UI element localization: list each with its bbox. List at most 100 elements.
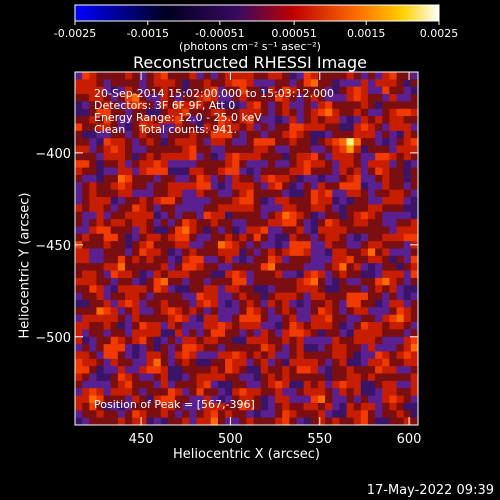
heatmap-cell [303,344,312,352]
heatmap-cell [96,248,105,257]
heatmap-cell [96,299,105,308]
heatmap-cell [175,79,183,88]
heatmap-cell [117,108,126,117]
heatmap-cell [132,211,140,220]
heatmap-cell [89,197,97,205]
heatmap-cell [225,86,233,95]
heatmap-cell [332,417,340,426]
heatmap-cell [260,263,269,272]
heatmap-cell [346,86,355,95]
heatmap-cell [267,299,276,308]
heatmap-cell [310,219,319,227]
heatmap-cell [189,79,197,88]
heatmap-cell [125,336,133,345]
heatmap-cell [246,219,255,227]
heatmap-cell [260,138,269,147]
heatmap-cell [210,292,219,301]
heatmap-cell [167,226,176,235]
heatmap-cell [96,277,105,286]
heatmap-cell [310,417,319,426]
heatmap-cell [303,402,312,411]
heatmap-cell [303,123,312,132]
heatmap-cell [289,292,298,301]
heatmap-cell [117,72,126,80]
heatmap-cell [146,116,155,124]
heatmap-cell [210,72,219,80]
heatmap-cell [203,108,212,117]
heatmap-cell [289,329,298,338]
heatmap-cell [132,108,140,117]
heatmap-cell [217,72,226,80]
heatmap-cell [217,167,226,176]
heatmap-cell [96,123,105,132]
heatmap-cell [267,380,276,389]
heatmap-cell [189,336,197,345]
heatmap-cell [175,366,183,375]
heatmap-cell [82,174,90,183]
heatmap-cell [267,285,276,294]
heatmap-cell [232,86,240,95]
heatmap-cell [367,182,376,191]
heatmap-cell [396,417,405,426]
heatmap-cell [246,277,255,286]
heatmap-cell [360,197,369,205]
heatmap-cell [196,116,205,124]
heatmap-cell [82,292,90,301]
plot-frame [74,71,419,426]
heatmap-cell [203,299,212,308]
heatmap-cell [317,270,326,279]
heatmap-cell [296,351,305,360]
heatmap-cell [296,307,305,316]
heatmap-cell [196,358,205,367]
heatmap-cell [282,182,290,191]
heatmap-cell [239,255,247,264]
heatmap-cell [125,182,133,191]
heatmap-cell [303,248,312,257]
heatmap-cell [332,174,340,183]
heatmap-cell [403,395,412,404]
heatmap-cell [389,373,398,382]
heatmap-cell [303,79,312,88]
heatmap-cell [339,138,348,147]
heatmap-cell [125,189,133,198]
heatmap-cell [296,241,305,249]
heatmap-cell [89,366,97,375]
heatmap-cell [210,263,219,272]
heatmap-cell [253,292,262,301]
heatmap-cell [203,358,212,367]
heatmap-cell [346,410,355,419]
heatmap-cell [346,189,355,198]
heatmap-cell [125,307,133,316]
heatmap-cell [225,197,233,205]
heatmap-cell [410,329,419,338]
heatmap-cell [217,219,226,227]
heatmap-cell [410,167,419,176]
heatmap-cell [210,410,219,419]
heatmap-cell [175,410,183,419]
heatmap-cell [303,160,312,169]
heatmap-cell [282,101,290,110]
heatmap-cell [110,373,119,382]
heatmap-cell [146,314,155,323]
heatmap-cell [389,314,398,323]
heatmap-cell [146,145,155,154]
heatmap-cell [132,270,140,279]
heatmap-cell [339,329,348,338]
heatmap-cell [332,204,340,213]
heatmap-cell [153,329,162,338]
heatmap-cell [203,123,212,132]
heatmap-cell [353,189,362,198]
heatmap-cell [175,270,183,279]
heatmap-cell [360,299,369,308]
heatmap-cell [382,292,390,301]
heatmap-cell [75,388,83,397]
heatmap-cell [360,373,369,382]
heatmap-cell [167,380,176,389]
heatmap-cell [317,108,326,117]
heatmap-cell [160,270,169,279]
heatmap-cell [253,322,262,330]
heatmap-cell [289,219,298,227]
heatmap-cell [375,358,383,367]
heatmap-cell [160,204,169,213]
heatmap-cell [346,72,355,80]
